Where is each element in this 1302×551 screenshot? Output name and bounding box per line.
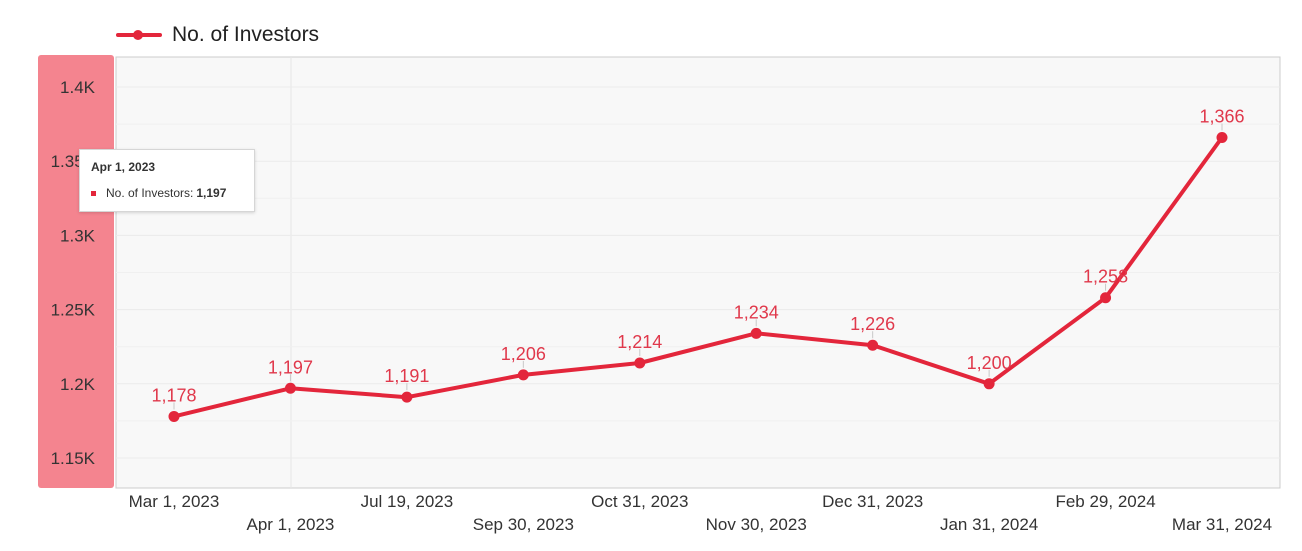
data-point [750,327,762,339]
x-tick-label: Apr 1, 2023 [246,515,334,534]
tooltip-series-swatch-icon [91,190,96,196]
x-axis-ticks: Mar 1, 2023 Apr 1, 2023 Jul 19, 2023 Sep 30… [129,492,1272,534]
tooltip-date: Apr 1, 2023 [91,160,156,174]
data-label: 1,234 [734,302,779,322]
data-label: 1,191 [384,366,429,386]
data-label: 1,197 [268,357,313,377]
x-tick-label: Sep 30, 2023 [473,515,574,534]
series-line-no-of-investors [172,135,1224,419]
data-point [401,391,413,403]
x-tick-label: Jul 19, 2023 [361,492,454,511]
y-tick-label: 1.2K [60,375,96,394]
data-point [284,382,296,394]
data-point [517,369,529,381]
legend[interactable]: No. of Investors [116,20,319,50]
x-tick-label: Nov 30, 2023 [706,515,807,534]
data-label: 1,258 [1083,267,1128,287]
data-point [168,410,180,422]
data-points [168,123,1228,422]
data-point [867,339,879,351]
y-tick-label: 1.3K [60,226,96,245]
data-point [1100,292,1112,304]
data-label: 1,226 [850,314,895,334]
y-axis-highlight [38,55,114,488]
x-tick-label: Mar 1, 2023 [129,492,220,511]
tooltip-row: No. of Investors: 1,197 [91,186,243,200]
gridlines [116,86,1280,459]
tooltip-series-name: No. of Investors: [106,186,194,200]
data-label: 1,200 [967,353,1012,373]
y-tick-label: 1.4K [60,78,96,97]
data-point [634,357,646,369]
data-labels: 1,178 1,197 1,191 1,206 1,214 1,234 1,226 1,200… [151,106,1244,405]
data-label: 1,178 [151,385,196,405]
data-label: 1,366 [1199,106,1244,126]
legend-series-label: No. of Investors [172,23,320,46]
data-label: 1,206 [501,344,546,364]
legend-line-marker-icon [116,30,162,40]
data-point [1216,131,1228,143]
x-tick-label: Oct 31, 2023 [591,492,688,511]
x-tick-label: Feb 29, 2024 [1055,492,1155,511]
x-tick-label: Mar 31, 2024 [1172,515,1272,534]
x-tick-label: Jan 31, 2024 [940,515,1038,534]
data-point [983,378,995,390]
tooltip: Apr 1, 2023 No. of Investors: 1,197 [79,149,255,212]
y-tick-label: 1.25K [51,301,96,320]
y-tick-label: 1.15K [51,449,96,468]
tooltip-value: 1,197 [196,186,227,200]
x-tick-label: Dec 31, 2023 [822,492,923,511]
data-label: 1,214 [617,332,662,352]
